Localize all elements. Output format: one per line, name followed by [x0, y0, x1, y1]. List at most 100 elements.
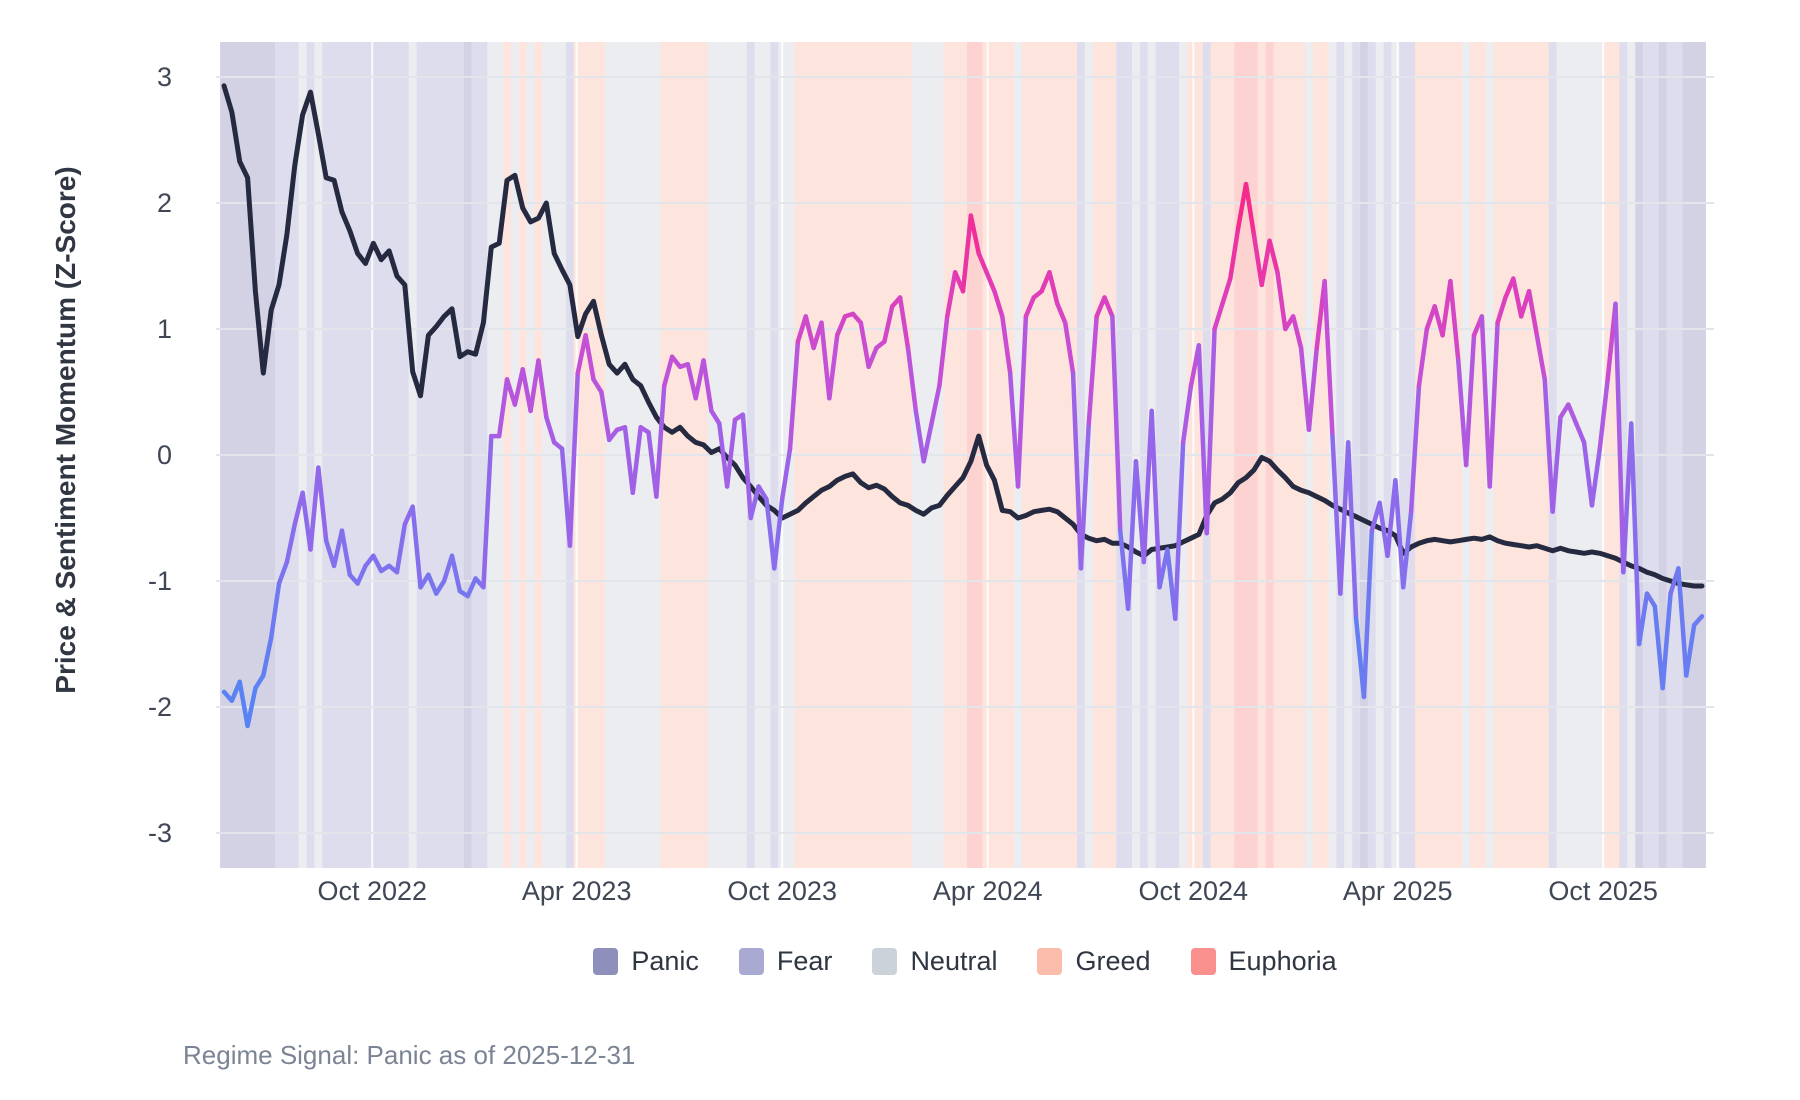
sentiment-momentum-segment	[1487, 320, 1500, 489]
sentiment-momentum-segment	[819, 320, 832, 401]
sentiment-momentum-segment	[1613, 301, 1626, 575]
sentiment-momentum-segment	[654, 383, 667, 499]
sentiment-momentum-segment	[1534, 333, 1548, 382]
x-tick-label: Oct 2023	[727, 876, 837, 906]
sentiment-momentum-segment	[261, 635, 274, 678]
y-tick-label: 1	[157, 314, 172, 344]
sentiment-momentum-segment	[929, 383, 942, 426]
y-tick-label: -3	[148, 818, 172, 848]
sentiment-momentum-segment	[1408, 383, 1422, 514]
sentiment-momentum-segment	[1589, 446, 1603, 508]
sentiment-momentum-segment	[520, 367, 533, 414]
legend-item-fear[interactable]: Fear	[738, 946, 833, 977]
sentiment-momentum-segment	[1070, 370, 1084, 571]
sentiment-momentum-segment	[245, 685, 258, 729]
sentiment-momentum-segment	[803, 314, 816, 351]
sentiment-momentum-segment	[772, 496, 785, 571]
sentiment-momentum-segment	[339, 528, 353, 577]
sentiment-momentum-segment	[253, 673, 266, 691]
y-tick-label: -2	[148, 692, 172, 722]
sentiment-momentum-segment	[394, 522, 408, 575]
sentiment-momentum-segment	[567, 370, 581, 548]
sentiment-momentum-segment	[984, 270, 997, 294]
regime-signal-caption: Regime Signal: Panic as of 2025-12-31	[183, 1040, 636, 1070]
sentiment-momentum-segment	[756, 484, 769, 502]
sentiment-momentum-segment	[1691, 614, 1705, 628]
legend-label-panic: Panic	[631, 946, 699, 976]
sentiment-momentum-segment	[591, 377, 604, 395]
sentiment-momentum-segment	[544, 414, 557, 445]
legend-item-neutral[interactable]: Neutral	[872, 946, 997, 977]
legend-item-greed[interactable]: Greed	[1037, 946, 1151, 977]
sentiment-momentum-segment	[410, 504, 423, 590]
sentiment-momentum-segment	[834, 314, 848, 338]
sentiment-momentum-segment	[764, 496, 777, 571]
legend-label-euphoria: Euphoria	[1228, 946, 1337, 976]
sentiment-momentum-segment	[1424, 304, 1437, 332]
sentiment-momentum-segment	[717, 421, 730, 489]
sentiment-momentum-segment	[481, 433, 494, 590]
sentiment-momentum-segment	[1361, 528, 1375, 700]
legend-item-panic[interactable]: Panic	[593, 946, 699, 977]
sentiment-momentum-segment	[1581, 440, 1595, 508]
y-tick-label: 2	[157, 188, 172, 218]
euphoria-swatch-icon	[1190, 948, 1216, 975]
sentiment-momentum-segment	[1000, 314, 1013, 376]
sentiment-momentum-segment	[701, 358, 714, 414]
sentiment-momentum-segment	[882, 304, 895, 344]
legend-item-euphoria[interactable]: Euphoria	[1190, 946, 1337, 977]
sentiment-momentum-segment	[779, 446, 793, 502]
sentiment-momentum-segment	[827, 333, 840, 401]
sentiment-momentum-segment	[630, 425, 643, 496]
x-tick-label: Apr 2024	[933, 876, 1043, 906]
sentiment-momentum-segment	[1078, 421, 1092, 571]
sentiment-momentum-segment	[1597, 377, 1610, 451]
sentiment-momentum-segment	[945, 270, 958, 319]
sentiment-momentum-segment	[662, 354, 675, 388]
sentiment-momentum-segment	[1393, 477, 1406, 590]
sentiment-momentum-segment	[1550, 414, 1563, 514]
sentiment-momentum-segment	[968, 213, 981, 256]
sentiment-momentum-segment	[1566, 402, 1579, 426]
sentiment-momentum-segment	[1644, 591, 1658, 609]
sentiment-momentum-segment	[1141, 408, 1154, 565]
fear-swatch-icon	[738, 948, 764, 975]
sentiment-momentum-segment	[434, 578, 447, 596]
sentiment-momentum-segment	[1149, 408, 1162, 590]
sentiment-momentum-segment	[1180, 383, 1194, 445]
sentiment-momentum-segment	[685, 362, 698, 401]
sentiment-momentum-segment	[536, 358, 549, 420]
sentiment-momentum-segment	[897, 295, 911, 351]
sentiment-momentum-segment	[583, 333, 596, 382]
sentiment-momentum-segment	[1173, 440, 1186, 622]
legend-label-neutral: Neutral	[910, 946, 998, 976]
sentiment-momentum-segment	[528, 358, 541, 414]
sentiment-momentum-segment	[1275, 270, 1288, 332]
sentiment-momentum-segment	[1456, 358, 1469, 468]
sentiment-momentum-segment	[1306, 345, 1320, 433]
legend: Panic Fear Neutral Greed Euphoria	[216, 946, 1714, 977]
sentiment-momentum-segment	[921, 421, 934, 464]
legend-label-greed: Greed	[1075, 946, 1151, 976]
sentiment-momentum-segment	[858, 320, 871, 370]
y-tick-label: 0	[157, 440, 172, 470]
sentiment-momentum-segment	[355, 563, 368, 586]
sentiment-momentum-segment	[426, 572, 439, 596]
sentiment-momentum-segment	[1684, 622, 1697, 678]
sentiment-momentum-segment	[1636, 591, 1650, 647]
sentiment-momentum-segment	[316, 465, 329, 543]
sentiment-momentum-segment	[1416, 326, 1430, 388]
sentiment-momentum-segment	[1542, 377, 1555, 514]
sentiment-momentum-segment	[1062, 320, 1076, 376]
sentiment-momentum-segment	[449, 553, 463, 594]
sentiment-momentum-segment	[740, 412, 753, 521]
sentiment-momentum-segment	[1511, 276, 1524, 319]
sentiment-momentum-segment	[1652, 603, 1665, 691]
sentiment-momentum-segment	[268, 581, 282, 640]
sentiment-momentum-segment	[1479, 314, 1492, 489]
legend-label-fear: Fear	[776, 946, 833, 976]
x-tick-label: Apr 2025	[1343, 876, 1453, 906]
sentiment-momentum-segment	[465, 576, 478, 599]
